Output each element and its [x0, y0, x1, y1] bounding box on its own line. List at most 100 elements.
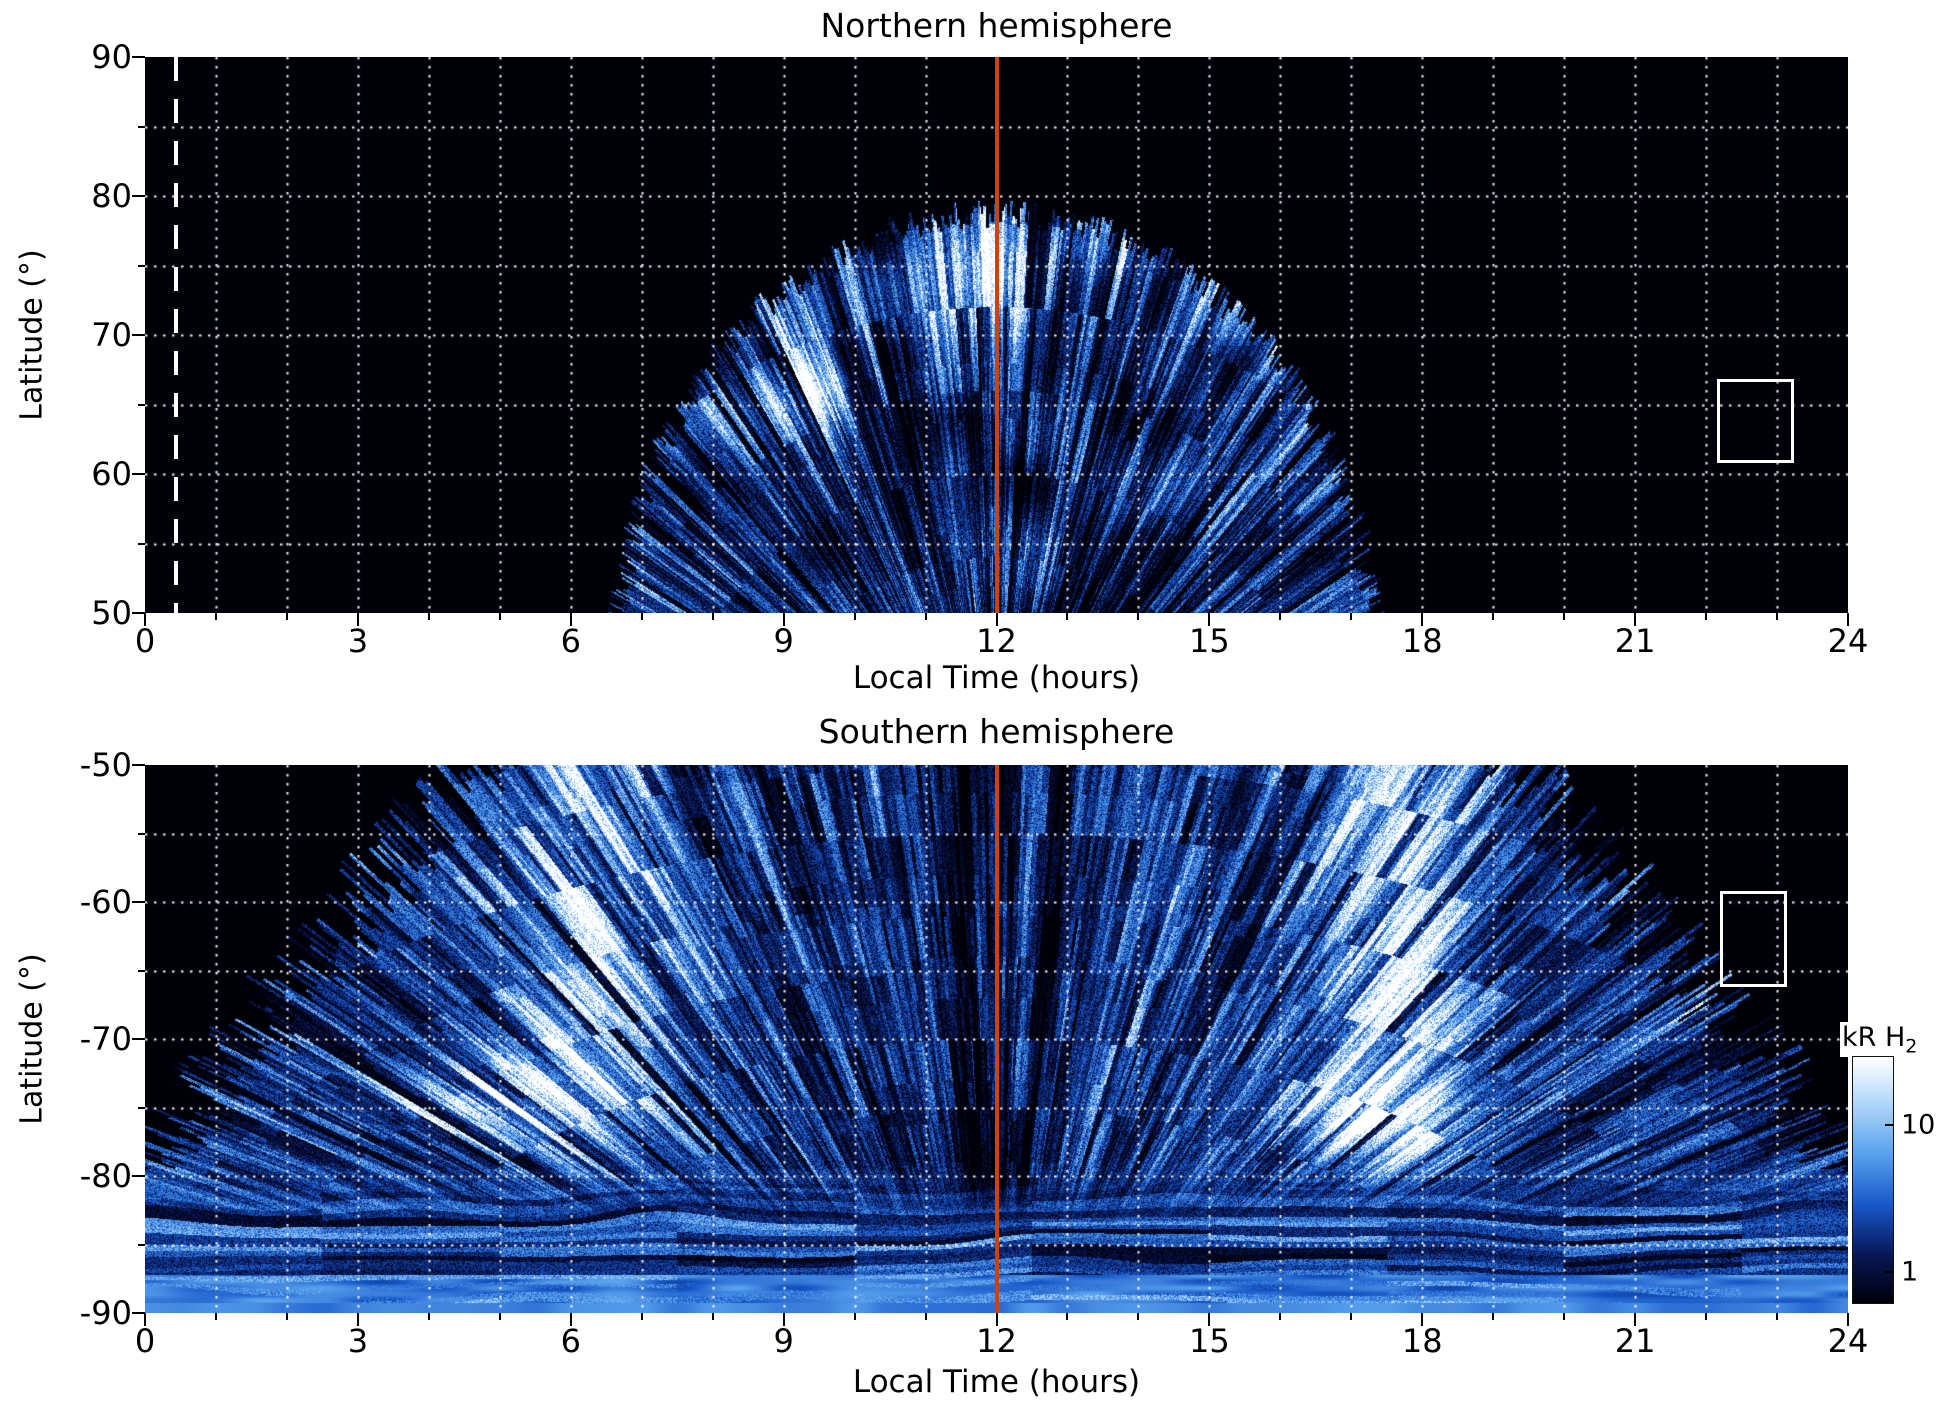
south-x-axis-title: Local Time (hours)	[852, 1364, 1141, 1400]
axis-tick	[132, 1175, 145, 1177]
axis-tick	[144, 613, 146, 626]
axis-tick	[1350, 1313, 1353, 1320]
axis-tick	[285, 613, 288, 620]
axis-tick	[138, 1243, 145, 1246]
axis-tick	[285, 1313, 288, 1320]
y-tick-label: 90	[91, 38, 132, 76]
axis-tick	[132, 612, 145, 614]
axis-tick	[924, 1313, 927, 1320]
south-title: Southern hemisphere	[818, 712, 1175, 751]
axis-tick	[1847, 1313, 1849, 1326]
axis-tick	[711, 1313, 714, 1320]
x-tick-label: 24	[1827, 1322, 1869, 1360]
y-tick-label: 50	[91, 594, 132, 632]
axis-tick	[1847, 613, 1849, 626]
axis-tick	[427, 1313, 430, 1320]
north-title: Northern hemisphere	[820, 6, 1173, 45]
y-tick-label: -60	[79, 883, 132, 921]
axis-tick	[853, 613, 856, 620]
axis-tick	[995, 1313, 998, 1326]
colorbar-title-text: kR H	[1842, 1022, 1906, 1053]
axis-tick	[782, 613, 785, 626]
axis-tick	[1137, 613, 1140, 620]
colorbar-tick-label: 1	[1901, 1256, 1919, 1288]
axis-tick	[132, 764, 145, 766]
axis-tick	[132, 473, 145, 475]
x-tick-label: 24	[1827, 622, 1869, 660]
axis-tick	[1066, 613, 1069, 620]
y-tick-label: -80	[79, 1157, 132, 1195]
axis-tick	[1066, 1313, 1069, 1320]
axis-tick	[427, 613, 430, 620]
x-tick-label: 15	[1189, 1322, 1230, 1360]
x-tick-label: 21	[1614, 1322, 1656, 1360]
x-tick-label: 3	[347, 1322, 369, 1360]
axis-tick	[132, 1312, 145, 1314]
axis-tick	[1421, 613, 1424, 626]
x-tick-label: 6	[560, 1322, 581, 1360]
y-tick-label: -50	[79, 746, 132, 784]
axis-tick	[569, 613, 572, 626]
axis-tick	[138, 969, 145, 972]
axis-tick	[214, 613, 217, 620]
south-selection-box	[1720, 891, 1787, 988]
north-dashed-reference-line	[173, 57, 178, 613]
axis-tick	[138, 403, 145, 406]
axis-tick	[138, 1106, 145, 1109]
axis-tick	[356, 613, 359, 626]
axis-tick	[498, 1313, 501, 1320]
y-tick-label: 70	[91, 316, 132, 354]
colorbar-title: kR H2	[1840, 1022, 1920, 1058]
axis-tick	[132, 1038, 145, 1040]
axis-tick	[144, 1313, 146, 1326]
axis-tick	[640, 1313, 643, 1320]
axis-tick	[1421, 1313, 1424, 1326]
axis-tick	[711, 613, 714, 620]
colorbar-tick	[1885, 1123, 1893, 1126]
axis-tick	[1563, 613, 1566, 620]
x-tick-label: 18	[1401, 1322, 1443, 1360]
axis-tick	[498, 613, 501, 620]
axis-tick	[1279, 613, 1282, 620]
axis-tick	[138, 125, 145, 128]
y-tick-label: -90	[79, 1294, 132, 1332]
axis-tick	[132, 334, 145, 336]
axis-tick	[214, 1313, 217, 1320]
axis-tick	[1776, 1313, 1779, 1320]
x-tick-label: 6	[560, 622, 581, 660]
axis-tick	[1208, 1313, 1211, 1326]
south-plot-area	[145, 765, 1848, 1313]
axis-tick	[1492, 613, 1495, 620]
axis-tick	[356, 1313, 359, 1326]
axis-tick	[1350, 613, 1353, 620]
axis-tick	[569, 1313, 572, 1326]
axis-tick	[1705, 1313, 1708, 1320]
axis-tick	[1137, 1313, 1140, 1320]
x-tick-label: 12	[976, 622, 1017, 660]
axis-tick	[1705, 613, 1708, 620]
x-tick-label: 12	[976, 1322, 1017, 1360]
axis-tick	[782, 1313, 785, 1326]
axis-tick	[132, 901, 145, 903]
north-x-axis-title: Local Time (hours)	[852, 660, 1141, 696]
axis-tick	[853, 1313, 856, 1320]
axis-tick	[1563, 1313, 1566, 1320]
axis-tick	[132, 56, 145, 58]
axis-tick	[138, 832, 145, 835]
axis-tick	[132, 195, 145, 197]
colorbar-title-subscript: 2	[1905, 1035, 1918, 1058]
axis-tick	[1634, 613, 1637, 626]
x-tick-label: 9	[773, 1322, 794, 1360]
north-selection-box	[1716, 379, 1794, 464]
x-tick-label: 0	[134, 622, 156, 660]
axis-tick	[138, 264, 145, 267]
axis-tick	[1492, 1313, 1495, 1320]
colorbar	[1852, 1056, 1894, 1304]
y-tick-label: -70	[79, 1020, 132, 1058]
axis-tick	[995, 613, 998, 626]
x-tick-label: 0	[134, 1322, 156, 1360]
y-tick-label: 60	[91, 455, 132, 493]
axis-tick	[1279, 1313, 1282, 1320]
x-tick-label: 21	[1614, 622, 1656, 660]
